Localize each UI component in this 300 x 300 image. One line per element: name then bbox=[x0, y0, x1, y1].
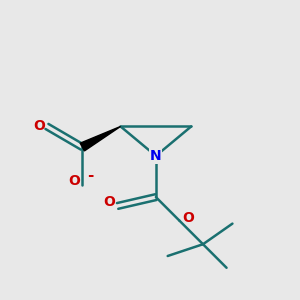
Text: O: O bbox=[68, 174, 80, 188]
Text: O: O bbox=[182, 211, 194, 225]
Polygon shape bbox=[80, 126, 121, 151]
Text: N: N bbox=[150, 149, 162, 163]
Text: O: O bbox=[33, 119, 45, 134]
Text: O: O bbox=[103, 194, 115, 208]
Text: -: - bbox=[87, 167, 94, 182]
